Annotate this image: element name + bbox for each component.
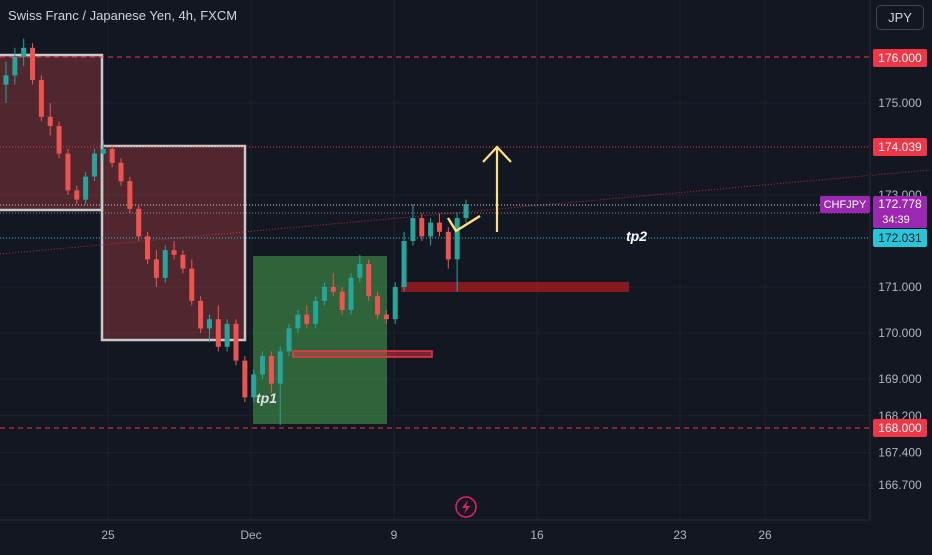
candle-body xyxy=(100,149,106,154)
candle-body xyxy=(171,250,177,255)
candle-body xyxy=(454,218,460,260)
candle-body xyxy=(180,254,186,269)
candle-body xyxy=(383,314,389,320)
annotation-tp2: tp2 xyxy=(626,228,647,244)
time-tick-label: 9 xyxy=(391,528,398,542)
candle-body xyxy=(260,356,266,375)
overlay-layer: tp1 tp2 xyxy=(256,145,647,518)
candle-body xyxy=(136,208,142,237)
candle-body xyxy=(224,323,230,347)
candle-body xyxy=(428,222,434,237)
level-172-label: 172.031 xyxy=(878,231,922,245)
countdown-label: 34:39 xyxy=(882,214,910,226)
symbol-label: CHFJPY xyxy=(824,199,867,211)
price-axis[interactable]: 175.000173.000171.000170.000169.000168.2… xyxy=(878,96,922,492)
price-tick-label: 166.700 xyxy=(878,478,922,492)
price-tags: 176.000 174.039 CHFJPY 172.778 34:39 172… xyxy=(820,49,927,437)
annotation-tp1: tp1 xyxy=(256,390,277,406)
candle-body xyxy=(65,153,71,191)
candle-body xyxy=(233,323,239,361)
candle-body xyxy=(321,287,327,301)
lightning-icon[interactable] xyxy=(455,496,477,518)
price-tick-label: 171.000 xyxy=(878,280,922,294)
candle-body xyxy=(330,287,336,292)
last-price-tag xyxy=(873,196,927,228)
candle-body xyxy=(251,374,257,398)
candle-body xyxy=(83,176,89,200)
level-172-tag xyxy=(873,229,927,247)
candle-body xyxy=(286,328,292,352)
candle-body xyxy=(47,116,53,126)
supply-box-2 xyxy=(100,144,247,342)
candle-body xyxy=(162,250,168,278)
currency-button[interactable]: JPY xyxy=(876,5,924,30)
candle-body xyxy=(304,314,310,324)
candle-body xyxy=(74,190,80,200)
drawings-layer xyxy=(0,53,931,429)
chart-title: Swiss Franc / Japanese Yen, 4h, FXCM xyxy=(8,8,238,23)
time-tick-label: 25 xyxy=(101,528,115,542)
candle-body xyxy=(277,351,283,384)
price-tick-label: 169.000 xyxy=(878,372,922,386)
candle-body xyxy=(118,162,124,182)
candle-body xyxy=(56,126,62,154)
candle-body xyxy=(206,319,212,329)
level-176-tag xyxy=(873,49,927,67)
price-tick-label: 170.000 xyxy=(878,326,922,340)
candle-body xyxy=(189,268,195,301)
candle-body xyxy=(198,300,204,329)
target-zone xyxy=(253,256,387,424)
demand-zone-1 xyxy=(292,350,433,358)
candle-body xyxy=(401,241,407,287)
level-168-tag xyxy=(873,419,927,437)
candle-body xyxy=(21,47,27,57)
up-arrow-icon xyxy=(482,145,512,232)
candle-body xyxy=(339,291,345,310)
candle-body xyxy=(392,287,398,320)
candle-body xyxy=(436,222,442,232)
candle-body xyxy=(145,236,151,260)
candle-body xyxy=(375,296,381,315)
candle-body xyxy=(357,264,363,278)
candle-body xyxy=(366,264,372,297)
time-tick-label: 26 xyxy=(758,528,772,542)
demand-zone-2 xyxy=(401,282,629,292)
symbol-tag xyxy=(820,196,870,213)
grid xyxy=(0,0,870,520)
candle-body xyxy=(12,57,18,76)
candle-body xyxy=(348,277,354,310)
candle-body xyxy=(109,149,115,163)
candle-body xyxy=(38,80,44,117)
time-tick-label: 23 xyxy=(673,528,687,542)
candle-body xyxy=(268,356,274,384)
candles-layer xyxy=(3,38,469,425)
time-tick-label: 16 xyxy=(530,528,544,542)
level-174-tag xyxy=(873,138,927,156)
candle-body xyxy=(313,300,319,324)
candle-body xyxy=(419,218,425,237)
price-tick-label: 167.400 xyxy=(878,446,922,460)
candle-body xyxy=(215,319,221,347)
candle-body xyxy=(3,75,9,85)
check-mark-icon xyxy=(446,214,481,233)
level-174-label: 174.039 xyxy=(878,140,922,154)
last-price-label: 172.778 xyxy=(878,197,922,211)
candle-body xyxy=(153,259,159,278)
candle-body xyxy=(30,47,36,80)
candle-body xyxy=(463,204,469,218)
time-axis[interactable]: 25 Dec 9 16 23 26 xyxy=(101,528,772,542)
candle-body xyxy=(445,231,451,260)
level-168-label: 168.000 xyxy=(878,421,922,435)
candle-body xyxy=(91,153,97,177)
price-tick-label: 175.000 xyxy=(878,96,922,110)
candle-body xyxy=(410,218,416,241)
candle-body xyxy=(242,360,248,398)
candle-body xyxy=(295,314,301,329)
level-176-label: 176.000 xyxy=(878,51,922,65)
time-tick-label: Dec xyxy=(240,528,261,542)
candle-body xyxy=(127,181,133,209)
